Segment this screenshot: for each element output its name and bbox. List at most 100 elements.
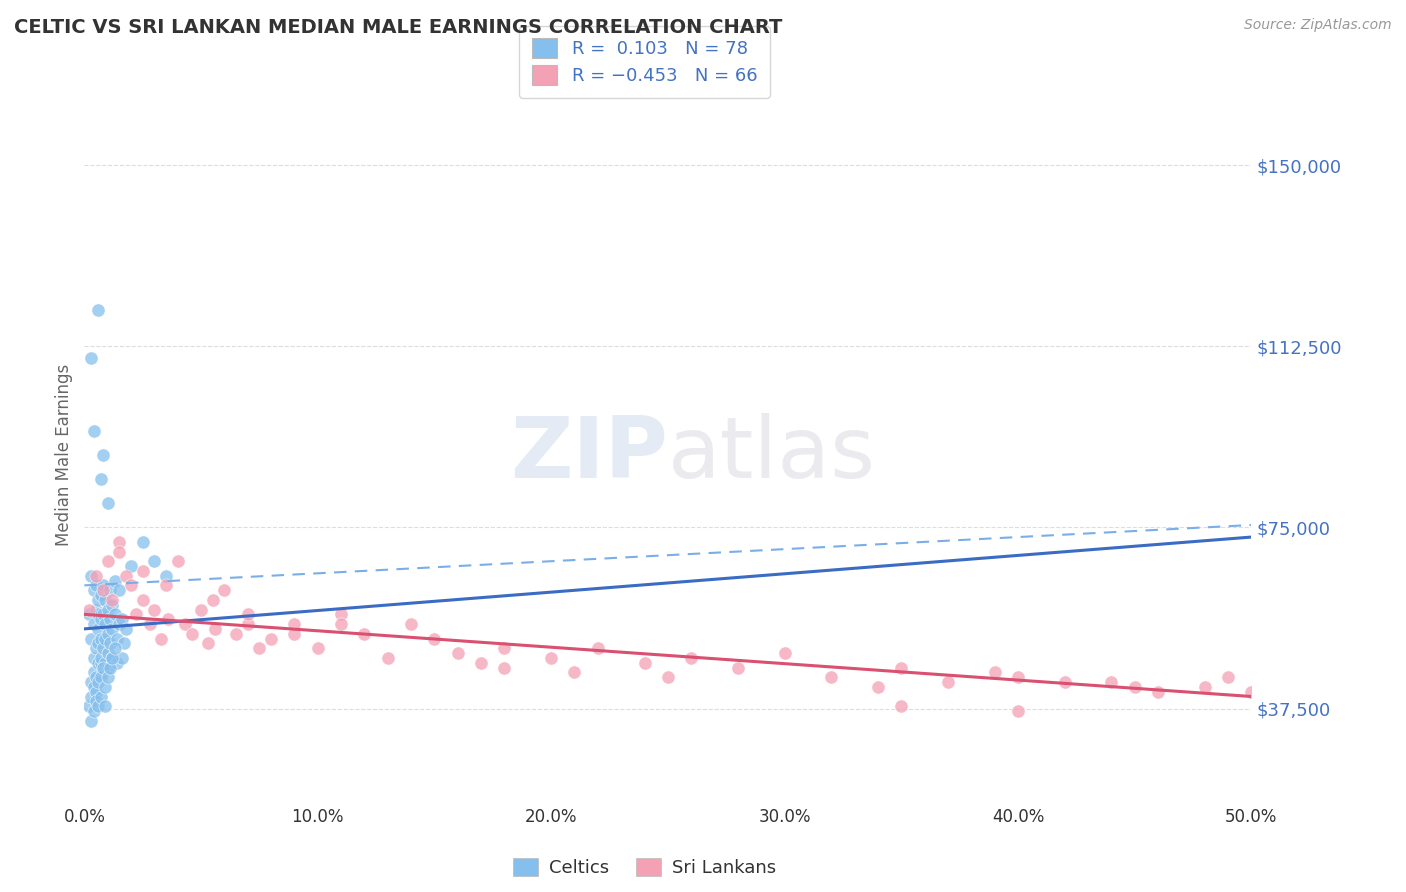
Point [866, 680, 889, 694]
Point [166, 554, 188, 568]
Point [83, 617, 105, 632]
Point [111, 651, 134, 665]
Point [197, 636, 219, 650]
Point [87, 607, 110, 622]
Point [1147, 684, 1170, 698]
Point [90, 612, 112, 626]
Point [138, 617, 160, 632]
Point [1007, 670, 1029, 684]
Point [727, 660, 749, 674]
Point [104, 574, 127, 588]
Point [83, 680, 105, 694]
Point [236, 607, 259, 622]
Point [586, 641, 609, 656]
Point [108, 534, 131, 549]
Point [143, 602, 166, 616]
Legend: Celtics, Sri Lankans: Celtics, Sri Lankans [506, 850, 783, 884]
Point [377, 651, 399, 665]
Point [108, 617, 131, 632]
Point [399, 617, 422, 632]
Point [494, 660, 516, 674]
Point [101, 598, 124, 612]
Point [101, 651, 124, 665]
Point [132, 564, 155, 578]
Point [80, 690, 103, 704]
Point [108, 544, 131, 558]
Point [494, 641, 516, 656]
Point [90, 472, 112, 486]
Point [260, 632, 283, 646]
Point [91, 448, 114, 462]
Point [83, 665, 105, 680]
Point [132, 592, 155, 607]
Point [155, 578, 177, 592]
Point [112, 636, 135, 650]
Point [94, 617, 117, 632]
Point [201, 592, 224, 607]
Point [1216, 670, 1239, 684]
Point [983, 665, 1005, 680]
Point [90, 632, 112, 646]
Text: atlas: atlas [668, 413, 876, 497]
Point [94, 592, 117, 607]
Point [97, 646, 120, 660]
Point [1053, 675, 1076, 690]
Point [97, 554, 120, 568]
Point [84, 568, 107, 582]
Point [87, 699, 110, 714]
Point [84, 641, 107, 656]
Point [80, 351, 103, 366]
Point [97, 660, 120, 674]
Point [564, 665, 586, 680]
Point [423, 632, 446, 646]
Point [180, 626, 202, 640]
Point [132, 534, 155, 549]
Point [91, 641, 114, 656]
Point [1007, 704, 1029, 718]
Point [97, 670, 120, 684]
Point [77, 602, 100, 616]
Point [447, 646, 470, 660]
Point [1099, 675, 1122, 690]
Text: CELTIC VS SRI LANKAN MEDIAN MALE EARNINGS CORRELATION CHART: CELTIC VS SRI LANKAN MEDIAN MALE EARNING… [14, 18, 782, 37]
Point [94, 680, 117, 694]
Point [98, 583, 121, 598]
Point [97, 602, 120, 616]
Point [87, 592, 110, 607]
Point [90, 656, 112, 670]
Point [87, 656, 110, 670]
Point [77, 607, 100, 622]
Point [90, 588, 112, 602]
Point [353, 626, 375, 640]
Point [80, 632, 103, 646]
Point [105, 632, 128, 646]
Point [94, 632, 117, 646]
Point [97, 496, 120, 510]
Point [657, 670, 679, 684]
Point [190, 602, 212, 616]
Point [115, 568, 138, 582]
Point [101, 622, 124, 636]
Point [87, 303, 110, 318]
Point [80, 568, 103, 582]
Point [936, 675, 959, 690]
Point [77, 699, 100, 714]
Point [540, 651, 562, 665]
Point [104, 607, 127, 622]
Point [101, 651, 124, 665]
Point [283, 617, 305, 632]
Point [98, 636, 121, 650]
Point [890, 660, 912, 674]
Point [80, 714, 103, 728]
Point [120, 559, 142, 574]
Point [105, 656, 128, 670]
Point [90, 690, 112, 704]
Point [150, 632, 173, 646]
Point [225, 626, 247, 640]
Point [91, 665, 114, 680]
Point [87, 622, 110, 636]
Point [125, 607, 148, 622]
Point [120, 578, 142, 592]
Point [91, 578, 114, 592]
Point [94, 699, 117, 714]
